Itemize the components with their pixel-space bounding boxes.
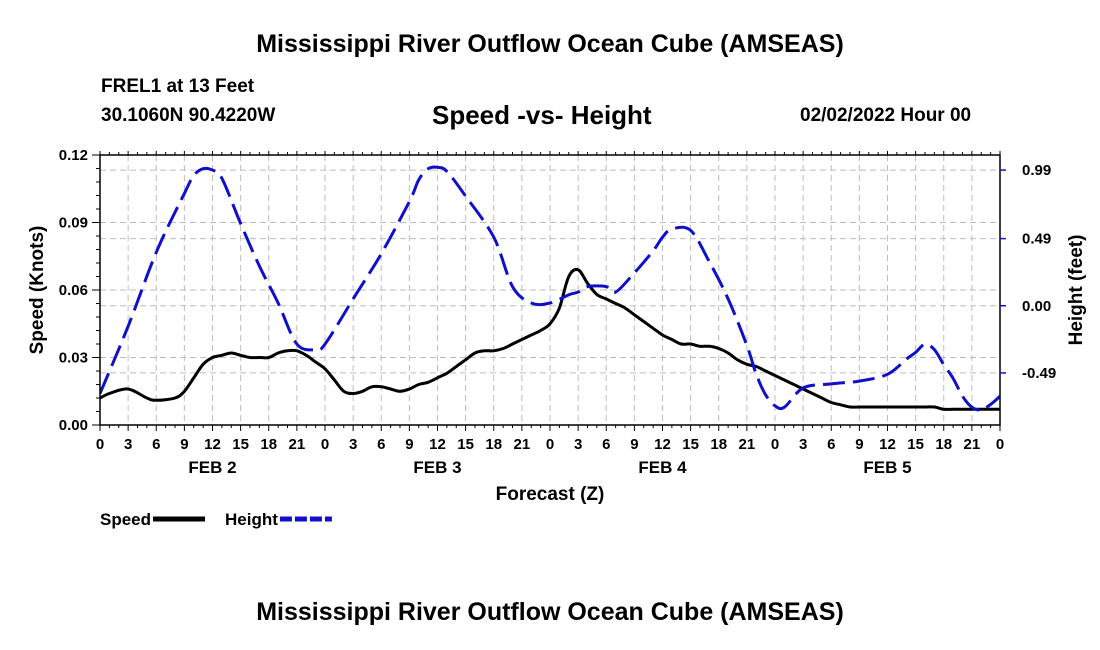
x-tick-label: 18 — [260, 436, 277, 453]
x-axis-title: Forecast (Z) — [496, 484, 605, 505]
y-tick-label: 0.03 — [59, 350, 88, 367]
x-tick-label: 3 — [799, 436, 807, 453]
y2-tick-label: 0.49 — [1022, 231, 1051, 248]
series-line-height — [100, 165, 1000, 412]
x-tick-label: 18 — [710, 436, 727, 453]
x-tick-label: 6 — [827, 436, 835, 453]
y-tick-label: 0.06 — [59, 282, 88, 299]
series-group — [100, 165, 1000, 412]
axes: 0 3 6 9 12 15 18 21 0 3 6 9 12 15 18 21 0 3 6 9 12 15 18 21 0 3 6 9… — [27, 147, 1087, 505]
x-tick-label: 21 — [289, 436, 306, 453]
day-label: FEB 3 — [413, 458, 461, 477]
x-tick-label: 3 — [124, 436, 132, 453]
station-label: FREL1 at 13 Feet — [101, 76, 255, 97]
x-tick-label: 0 — [546, 436, 554, 453]
x-tick-label: 15 — [457, 436, 474, 453]
x-tick-label: 0 — [321, 436, 329, 453]
legend: Speed Height — [100, 510, 332, 529]
x-tick-label: 12 — [429, 436, 446, 453]
footer-title: Mississippi River Outflow Ocean Cube (AM… — [256, 598, 844, 626]
y2-tick-label: 0.00 — [1022, 298, 1051, 315]
y-tick-label: 0.12 — [59, 147, 88, 164]
x-tick-label: 9 — [180, 436, 188, 453]
x-tick-label: 18 — [485, 436, 502, 453]
x-tick-label: 6 — [602, 436, 610, 453]
x-tick-label: 6 — [377, 436, 385, 453]
x-tick-label: 15 — [232, 436, 249, 453]
x-tick-label: 15 — [682, 436, 699, 453]
y-axis-title: Speed (Knots) — [27, 226, 48, 355]
x-tick-label: 9 — [630, 436, 638, 453]
page-title: Mississippi River Outflow Ocean Cube (AM… — [256, 30, 844, 58]
x-tick-label: 6 — [152, 436, 160, 453]
x-tick-label: 0 — [771, 436, 779, 453]
x-tick-label: 18 — [935, 436, 952, 453]
forecast-datetime: 02/02/2022 Hour 00 — [800, 105, 972, 126]
station-coordinates: 30.1060N 90.4220W — [101, 105, 276, 126]
x-tick-label: 9 — [855, 436, 863, 453]
x-tick-label: 0 — [96, 436, 104, 453]
y-tick-label: 0.00 — [59, 417, 88, 434]
x-tick-label: 3 — [349, 436, 357, 453]
y2-tick-label: 0.99 — [1022, 162, 1051, 179]
x-tick-label: 21 — [739, 436, 756, 453]
x-tick-label: 12 — [654, 436, 671, 453]
legend-label-height: Height — [225, 510, 278, 529]
x-tick-label: 0 — [996, 436, 1004, 453]
x-tick-label: 12 — [204, 436, 221, 453]
y2-axis-title: Height (feet) — [1066, 235, 1087, 346]
day-label: FEB 5 — [863, 458, 911, 477]
series-line-speed — [100, 267, 1000, 411]
x-tick-label: 12 — [879, 436, 896, 453]
x-tick-label: 9 — [405, 436, 413, 453]
legend-label-speed: Speed — [100, 510, 151, 529]
x-tick-label: 21 — [964, 436, 981, 453]
day-label: FEB 4 — [638, 458, 687, 477]
x-tick-label: 21 — [514, 436, 531, 453]
y-tick-label: 0.09 — [59, 215, 88, 232]
x-tick-label: 3 — [574, 436, 582, 453]
day-label: FEB 2 — [188, 458, 236, 477]
x-tick-label: 15 — [907, 436, 924, 453]
grid — [100, 155, 1000, 425]
y2-tick-label: -0.49 — [1022, 365, 1056, 382]
plot-title: Speed -vs- Height — [432, 100, 652, 130]
